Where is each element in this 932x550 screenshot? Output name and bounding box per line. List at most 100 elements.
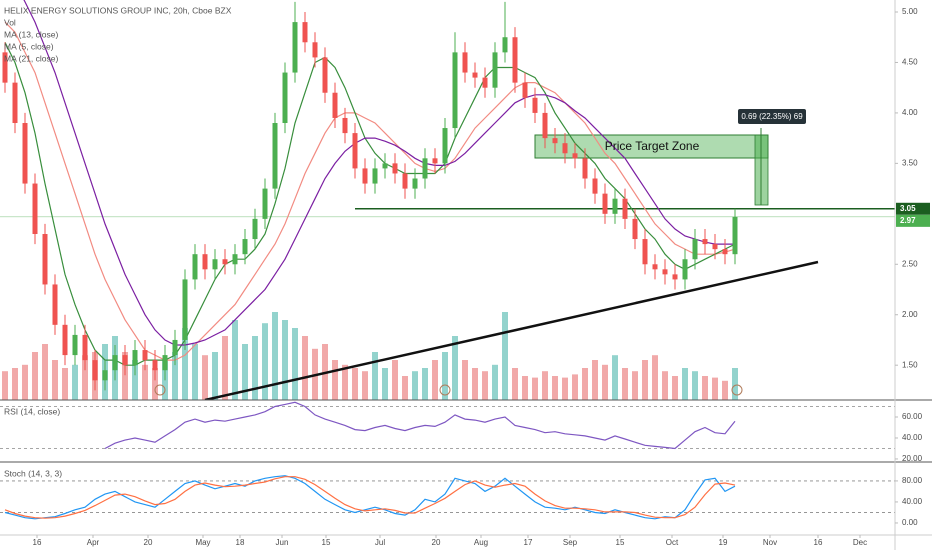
candle-body xyxy=(172,339,178,356)
candle-body xyxy=(92,360,98,381)
candle-body xyxy=(472,72,478,78)
x-tick-label: 16 xyxy=(33,538,42,547)
volume-bar xyxy=(282,320,288,400)
volume-bar xyxy=(692,371,698,400)
volume-bar xyxy=(482,371,488,400)
indicator-line xyxy=(4,475,736,520)
volume-bar xyxy=(182,328,188,400)
candle-body xyxy=(22,123,28,184)
x-tick-label: Jul xyxy=(375,538,385,547)
x-tick-label: Oct xyxy=(666,538,679,547)
candle-body xyxy=(72,334,78,356)
candle-body xyxy=(682,259,688,280)
y-tick-label: 4.00 xyxy=(902,108,918,117)
x-tick-label: 19 xyxy=(719,538,728,547)
candle-body xyxy=(102,370,108,381)
x-tick-label: 20 xyxy=(432,538,441,547)
candle-body xyxy=(182,279,188,340)
volume-bar xyxy=(612,355,618,400)
candle-body xyxy=(692,239,698,260)
candle-body xyxy=(52,284,58,325)
candle-body xyxy=(262,188,268,219)
legend-entry: MA (21, close) xyxy=(4,53,58,63)
legend-volume: Vol xyxy=(4,17,16,27)
x-tick-label: 15 xyxy=(616,538,625,547)
candle-body xyxy=(572,153,578,159)
candle-body xyxy=(652,264,658,270)
candle-body xyxy=(212,259,218,270)
candle-body xyxy=(402,173,408,189)
volume-bar xyxy=(172,352,178,400)
price-label: 3.05 xyxy=(900,204,916,213)
chart-title: HELIX ENERGY SOLUTIONS GROUP INC, 20h, C… xyxy=(4,5,232,15)
volume-bar xyxy=(202,355,208,400)
candle-body xyxy=(372,168,378,184)
indicator-line xyxy=(23,0,735,346)
candle-body xyxy=(222,259,228,265)
volume-bar xyxy=(442,352,448,400)
volume-bar xyxy=(272,312,278,400)
volume-bar xyxy=(522,376,528,400)
stoch-title: Stoch (14, 3, 3) xyxy=(4,468,62,478)
candle-body xyxy=(232,254,238,265)
volume-bar xyxy=(642,360,648,400)
x-tick-label: Nov xyxy=(763,538,777,547)
x-tick-label: 17 xyxy=(524,538,533,547)
candle-body xyxy=(492,52,498,88)
y-tick-label: 60.00 xyxy=(902,412,923,421)
y-tick-label: 80.00 xyxy=(902,476,923,485)
dividend-icon xyxy=(439,384,451,396)
y-tick-label: 40.00 xyxy=(902,497,923,506)
candle-body xyxy=(702,239,708,245)
volume-bar xyxy=(252,336,258,400)
indicator-line xyxy=(4,42,736,366)
volume-bar xyxy=(82,355,88,400)
candle-body xyxy=(442,128,448,164)
target-zone-label: Price Target Zone xyxy=(605,139,700,153)
candle-body xyxy=(352,133,358,169)
volume-bar xyxy=(722,380,728,400)
candle-body xyxy=(452,52,458,129)
y-tick-label: 2.50 xyxy=(902,259,918,268)
y-tick-label: 0.00 xyxy=(902,518,918,527)
measure-label-box xyxy=(738,109,806,124)
volume-bar xyxy=(572,374,578,400)
volume-bar xyxy=(382,368,388,400)
candle-body xyxy=(292,22,298,73)
volume-bar xyxy=(502,312,508,400)
candle-body xyxy=(392,163,398,174)
volume-bar xyxy=(602,364,608,400)
candle-body xyxy=(12,82,18,124)
volume-bar xyxy=(492,364,498,400)
x-tick-label: 15 xyxy=(322,538,331,547)
dividend-icon xyxy=(731,384,743,396)
candle-body xyxy=(42,234,48,285)
volume-bar xyxy=(662,371,668,400)
candle-body xyxy=(82,334,88,361)
candle-body xyxy=(622,198,628,219)
candle-body xyxy=(412,178,418,189)
candle-body xyxy=(502,37,508,53)
candle-body xyxy=(112,355,118,371)
volume-bar xyxy=(12,368,18,400)
y-tick-label: 3.50 xyxy=(902,158,918,167)
candle-body xyxy=(142,350,148,361)
volume-bar xyxy=(552,376,558,400)
volume-bar xyxy=(72,364,78,400)
volume-bar xyxy=(342,364,348,400)
candle-body xyxy=(322,57,328,93)
x-tick-label: 16 xyxy=(814,538,823,547)
candle-body xyxy=(522,82,528,98)
candle-body xyxy=(732,216,738,255)
x-tick-label: Sep xyxy=(563,538,578,547)
volume-bar xyxy=(292,328,298,400)
legend-entry: MA (5, close) xyxy=(4,41,54,51)
candle-body xyxy=(512,37,518,83)
candle-body xyxy=(462,52,468,73)
price-label-box xyxy=(896,202,930,215)
x-tick-label: 20 xyxy=(144,538,153,547)
candle-body xyxy=(362,168,368,184)
drawings xyxy=(154,109,819,400)
volume-bar xyxy=(562,377,568,400)
